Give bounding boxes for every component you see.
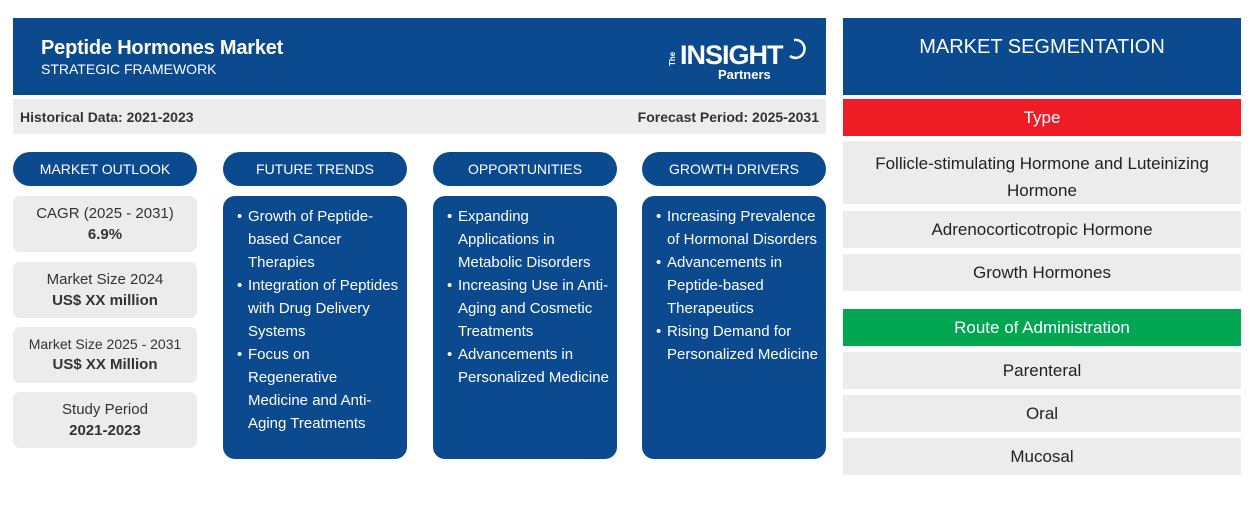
list-item: Increasing Prevalence of Hormonal Disord… <box>656 205 818 251</box>
segment-item: Parenteral <box>843 352 1241 389</box>
forecast-period: Forecast Period: 2025-2031 <box>637 109 819 125</box>
period-bar: Historical Data: 2021-2023 Forecast Peri… <box>13 99 826 134</box>
list-item: Integration of Peptides with Drug Delive… <box>237 274 399 343</box>
page-subtitle: STRATEGIC FRAMEWORK <box>41 61 217 77</box>
list-item: Rising Demand for Personalized Medicine <box>656 320 818 366</box>
list-item: Focus on Regenerative Medicine and Anti-… <box>237 343 399 435</box>
stat-cagr: CAGR (2025 - 2031) 6.9% <box>13 196 197 252</box>
historical-data: Historical Data: 2021-2023 <box>20 109 194 125</box>
logo-insight: INSIGHT <box>680 40 784 70</box>
segment-item: Follicle-stimulating Hormone and Luteini… <box>843 141 1241 204</box>
stat-label: Market Size 2025 - 2031 <box>28 336 182 352</box>
stat-market-size-2024: Market Size 2024 US$ XX million <box>13 262 197 318</box>
growth-drivers-heading: GROWTH DRIVERS <box>642 152 826 186</box>
market-outlook-heading: MARKET OUTLOOK <box>13 152 197 186</box>
future-trends-heading: FUTURE TRENDS <box>223 152 407 186</box>
header-banner: Peptide Hormones Market STRATEGIC FRAMEW… <box>13 18 826 95</box>
future-trends-panel: Growth of Peptide-based Cancer Therapies… <box>223 196 407 459</box>
stat-label: Market Size 2024 <box>46 271 164 288</box>
logo-partners: Partners <box>718 67 771 82</box>
insight-partners-logo: The INSIGHT Partners <box>668 36 808 84</box>
segment-item: Adrenocorticotropic Hormone <box>843 211 1241 248</box>
stat-label: CAGR (2025 - 2031) <box>36 205 174 222</box>
segment-type-heading: Type <box>843 99 1241 136</box>
segment-item: Growth Hormones <box>843 254 1241 291</box>
list-item: Growth of Peptide-based Cancer Therapies <box>237 205 399 274</box>
opportunities-panel: Expanding Applications in Metabolic Diso… <box>433 196 617 459</box>
logo-arc-icon <box>789 38 806 60</box>
opportunities-heading: OPPORTUNITIES <box>433 152 617 186</box>
stat-value: US$ XX million <box>52 292 158 309</box>
stat-market-size-forecast: Market Size 2025 - 2031 US$ XX Million <box>13 327 197 383</box>
list-item: Increasing Use in Anti-Aging and Cosmeti… <box>447 274 609 343</box>
growth-drivers-panel: Increasing Prevalence of Hormonal Disord… <box>642 196 826 459</box>
stat-label: Study Period <box>62 401 148 418</box>
list-item: Advancements in Personalized Medicine <box>447 343 609 389</box>
segment-item: Oral <box>843 395 1241 432</box>
stat-value: 2021-2023 <box>69 422 141 439</box>
stat-value: US$ XX Million <box>52 356 158 373</box>
segmentation-title: MARKET SEGMENTATION <box>843 18 1241 95</box>
list-item: Advancements in Peptide-based Therapeuti… <box>656 251 818 320</box>
stat-value: 6.9% <box>87 226 123 243</box>
segment-item: Mucosal <box>843 438 1241 475</box>
segment-route-heading: Route of Administration <box>843 309 1241 346</box>
logo-the: The <box>668 51 677 66</box>
stat-study-period: Study Period 2021-2023 <box>13 392 197 448</box>
page-title: Peptide Hormones Market <box>41 37 284 59</box>
list-item: Expanding Applications in Metabolic Diso… <box>447 205 609 274</box>
